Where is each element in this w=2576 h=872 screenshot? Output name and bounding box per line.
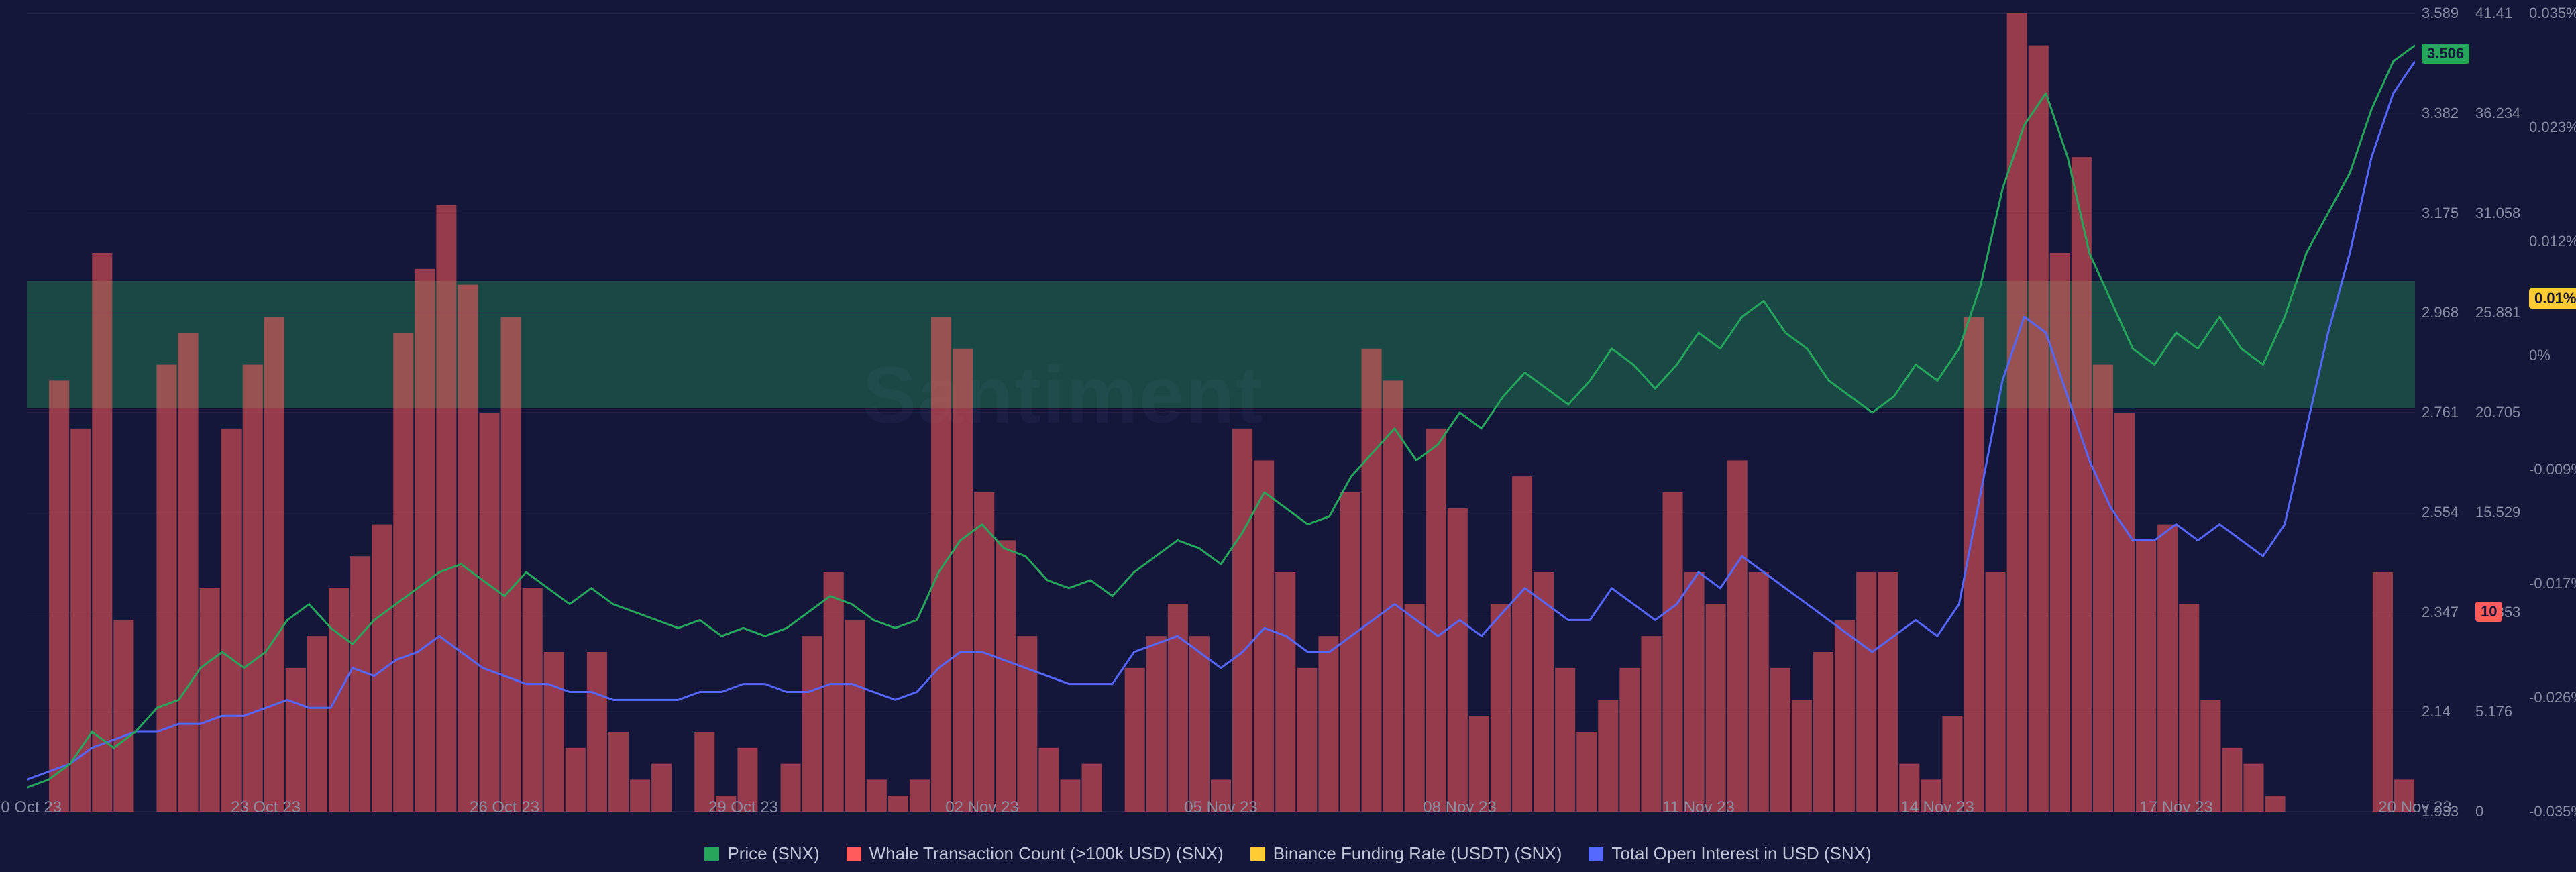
- x-tick: 17 Nov 23: [2139, 798, 2212, 817]
- x-axis: 20 Oct 2323 Oct 2326 Oct 2329 Oct 2302 N…: [27, 798, 2415, 825]
- y-tick: 2.554: [2422, 504, 2459, 521]
- legend-label: Price (SNX): [727, 843, 819, 864]
- legend: Price (SNX) Whale Transaction Count (>100…: [0, 843, 2576, 864]
- y-axis-open-interest: 05.17610.35315.52920.70525.88131.05836.2…: [2475, 13, 2522, 812]
- legend-item: Binance Funding Rate (USDT) (SNX): [1250, 843, 1562, 864]
- legend-swatch: [847, 847, 861, 861]
- y-tick: 41.41: [2475, 5, 2512, 22]
- y-tick: -0.017%: [2529, 575, 2576, 592]
- legend-label: Binance Funding Rate (USDT) (SNX): [1273, 843, 1562, 864]
- y-tick: 31.058: [2475, 205, 2520, 222]
- legend-label: Whale Transaction Count (>100k USD) (SNX…: [869, 843, 1224, 864]
- y-tick: 0.035%: [2529, 5, 2576, 22]
- y-axis-funding: -0.035%-0.026%-0.017%-0.009%0%0.012%0.02…: [2529, 13, 2576, 812]
- legend-swatch: [704, 847, 719, 861]
- y-tick: 0: [2475, 803, 2483, 820]
- legend-swatch: [1250, 847, 1265, 861]
- axis-badge: 3.506: [2422, 44, 2469, 64]
- x-tick: 23 Oct 23: [231, 798, 301, 817]
- x-tick: 08 Nov 23: [1423, 798, 1496, 817]
- y-tick: 2.14: [2422, 703, 2451, 720]
- legend-label: Total Open Interest in USD (SNX): [1611, 843, 1871, 864]
- x-tick: 11 Nov 23: [1662, 798, 1735, 817]
- chart-svg: [27, 13, 2415, 812]
- chart-plot-area: Santiment: [27, 13, 2415, 812]
- y-tick: 3.175: [2422, 205, 2459, 222]
- y-tick: 36.234: [2475, 105, 2520, 122]
- x-tick: 26 Oct 23: [470, 798, 539, 817]
- y-tick: 0.012%: [2529, 233, 2576, 250]
- x-tick: 20 Oct 23: [0, 798, 62, 817]
- legend-item: Price (SNX): [704, 843, 819, 864]
- y-tick: 1.933: [2422, 803, 2459, 820]
- legend-swatch: [1589, 847, 1603, 861]
- y-tick: 5.176: [2475, 703, 2512, 720]
- axis-badge: 0.01%: [2529, 288, 2576, 309]
- y-tick: 2.761: [2422, 404, 2459, 421]
- x-tick: 29 Oct 23: [708, 798, 778, 817]
- x-tick: 14 Nov 23: [1900, 798, 1974, 817]
- y-tick: 0%: [2529, 347, 2551, 364]
- y-tick: 15.529: [2475, 504, 2520, 521]
- y-tick: 20.705: [2475, 404, 2520, 421]
- y-tick: -0.009%: [2529, 461, 2576, 478]
- y-tick: 3.589: [2422, 5, 2459, 22]
- y-tick: -0.035%: [2529, 803, 2576, 820]
- y-tick: -0.026%: [2529, 689, 2576, 706]
- y-axis-price: 1.9332.142.3472.5542.7612.9683.1753.3823…: [2422, 13, 2469, 812]
- y-tick: 3.382: [2422, 105, 2459, 122]
- y-tick: 0.023%: [2529, 119, 2576, 136]
- legend-item: Total Open Interest in USD (SNX): [1589, 843, 1871, 864]
- legend-item: Whale Transaction Count (>100k USD) (SNX…: [847, 843, 1224, 864]
- y-tick: 25.881: [2475, 304, 2520, 321]
- axis-badge: 10: [2475, 602, 2502, 622]
- y-tick: 2.968: [2422, 304, 2459, 321]
- x-tick: 05 Nov 23: [1184, 798, 1257, 817]
- y-tick: 2.347: [2422, 604, 2459, 621]
- x-tick: 02 Nov 23: [945, 798, 1018, 817]
